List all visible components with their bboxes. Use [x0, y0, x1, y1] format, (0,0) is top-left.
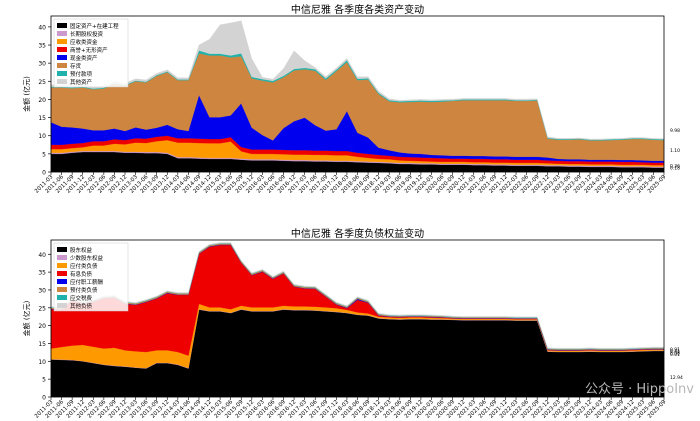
legend-swatch — [57, 63, 67, 68]
legend-swatch — [57, 247, 67, 252]
legend-label: 预付类负债 — [70, 286, 98, 294]
right-value-label: 0.91 — [670, 347, 680, 353]
y-axis-label: 金额 (亿元) — [22, 76, 31, 112]
y-tick-label: 5 — [42, 151, 46, 158]
right-value-label: 1.10 — [670, 148, 680, 154]
legend-swatch — [57, 31, 67, 36]
legend-label: 固定资产+在建工程 — [70, 22, 119, 30]
legend-label: 应付类负债 — [70, 262, 98, 270]
y-tick-label: 15 — [38, 115, 46, 122]
legend-swatch — [57, 255, 67, 260]
y-tick-label: 0 — [42, 170, 46, 177]
y-tick-label: 35 — [38, 270, 46, 277]
y-tick-label: 30 — [38, 61, 46, 68]
legend-label: 应收类资金 — [70, 38, 98, 46]
legend-label: 其他资产 — [70, 78, 93, 86]
y-tick-label: 0 — [42, 395, 46, 402]
right-value-label: 9.98 — [670, 128, 680, 134]
watermark: 公众号 · HippoInv — [584, 382, 694, 397]
y-tick-label: 30 — [38, 287, 46, 294]
legend-swatch — [57, 79, 67, 84]
legend-label: 有息负债 — [70, 270, 93, 278]
legend-label: 应交税费 — [70, 294, 93, 302]
legend-label: 其他负债 — [70, 302, 93, 310]
right-value-label: 0.36 — [670, 163, 680, 169]
legend-label: 商誉+无形资产 — [70, 46, 108, 54]
right-value-label: 12.94 — [670, 375, 683, 381]
legend: 固定资产+在建工程长期股权投资应收类资金商誉+无形资产现金类资产存货预付款项其他… — [53, 18, 129, 88]
right-value-label: 0.01 — [670, 352, 680, 358]
y-tick-label: 35 — [38, 43, 46, 50]
legend-label: 现金类资产 — [70, 54, 98, 62]
legend-label: 少数股东权益 — [70, 254, 104, 262]
right-value-label: 0.08 — [670, 350, 680, 356]
y-axis-label: 金额 (亿元) — [22, 300, 31, 336]
legend-swatch — [57, 287, 67, 292]
y-tick-label: 40 — [38, 252, 46, 259]
y-tick-label: 5 — [42, 377, 46, 384]
legend-swatch — [57, 55, 67, 60]
legend-label: 预付款项 — [70, 70, 93, 78]
legend-label: 应付职工薪酬 — [70, 278, 104, 286]
y-tick-label: 20 — [38, 323, 46, 330]
y-tick-label: 10 — [38, 359, 46, 366]
legend-swatch — [57, 47, 67, 52]
y-tick-label: 15 — [38, 341, 46, 348]
chart-title: 中信尼雅 各季度负债权益变动 — [291, 227, 424, 240]
y-tick-label: 10 — [38, 133, 46, 140]
legend-swatch — [57, 271, 67, 276]
legend-label: 股东权益 — [70, 246, 93, 254]
legend-swatch — [57, 295, 67, 300]
right-value-label: 0.18 — [670, 166, 680, 172]
legend-swatch — [57, 263, 67, 268]
y-tick-label: 25 — [38, 305, 46, 312]
right-value-label: 0.41 — [670, 349, 680, 355]
chart-title: 中信尼雅 各季度各类资产变动 — [291, 3, 424, 16]
y-tick-label: 20 — [38, 97, 46, 104]
y-tick-label: 40 — [38, 24, 46, 31]
legend-swatch — [57, 71, 67, 76]
legend-swatch — [57, 23, 67, 28]
legend-swatch — [57, 279, 67, 284]
legend-swatch — [57, 39, 67, 44]
legend-label: 存货 — [70, 62, 82, 70]
legend-swatch — [57, 303, 67, 308]
y-tick-label: 25 — [38, 79, 46, 86]
legend-label: 长期股权投资 — [70, 30, 104, 38]
